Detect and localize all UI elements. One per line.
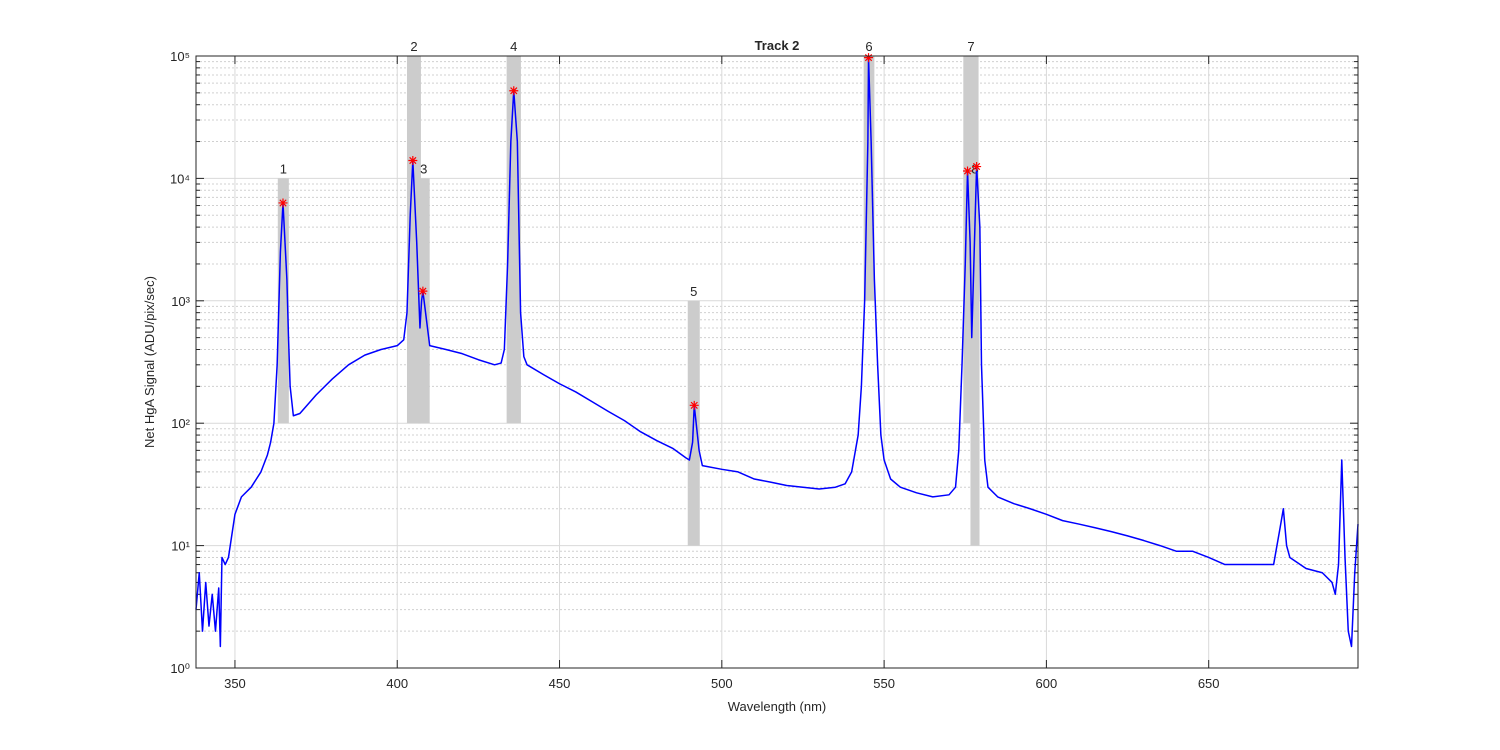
band-label: 2 xyxy=(410,39,417,54)
band-label: 3 xyxy=(420,161,427,176)
y-tick-label: 10² xyxy=(171,416,190,431)
y-tick-label: 10³ xyxy=(171,294,190,309)
peak-marker xyxy=(278,198,288,208)
band-label: 5 xyxy=(690,284,697,299)
band-label: 4 xyxy=(510,39,517,54)
axes-box xyxy=(195,55,1359,669)
x-tick-label: 550 xyxy=(873,676,895,691)
peak-band xyxy=(970,178,980,546)
x-tick-label: 400 xyxy=(386,676,408,691)
peak-marker xyxy=(972,162,982,172)
x-tick-label: 650 xyxy=(1198,676,1220,691)
x-tick-label: 350 xyxy=(224,676,246,691)
peak-band xyxy=(863,56,875,301)
band-label: 6 xyxy=(865,39,872,54)
data-line xyxy=(195,56,1359,648)
y-axis-label: Net HgA Signal (ADU/pix/sec) xyxy=(142,276,157,448)
peak-marker xyxy=(864,53,874,63)
x-tick-label: 450 xyxy=(549,676,571,691)
chart-title: Track 2 xyxy=(755,38,800,53)
peak-marker xyxy=(418,286,428,296)
peak-band xyxy=(406,56,421,424)
y-tick-label: 10⁴ xyxy=(170,171,190,186)
peak-marker xyxy=(509,86,519,96)
x-axis-label: Wavelength (nm) xyxy=(728,699,827,714)
plot-area xyxy=(196,56,1358,668)
peak-marker xyxy=(689,400,699,410)
y-tick-label: 10⁵ xyxy=(170,49,190,64)
band-label: 7 xyxy=(967,39,974,54)
x-tick-label: 500 xyxy=(711,676,733,691)
peak-band xyxy=(277,178,289,424)
x-tick-label: 600 xyxy=(1036,676,1058,691)
peak-marker xyxy=(408,156,418,166)
y-tick-label: 10⁰ xyxy=(170,661,190,676)
peak-marker xyxy=(963,166,973,176)
band-label: 1 xyxy=(280,161,287,176)
y-tick-label: 10¹ xyxy=(171,539,190,554)
